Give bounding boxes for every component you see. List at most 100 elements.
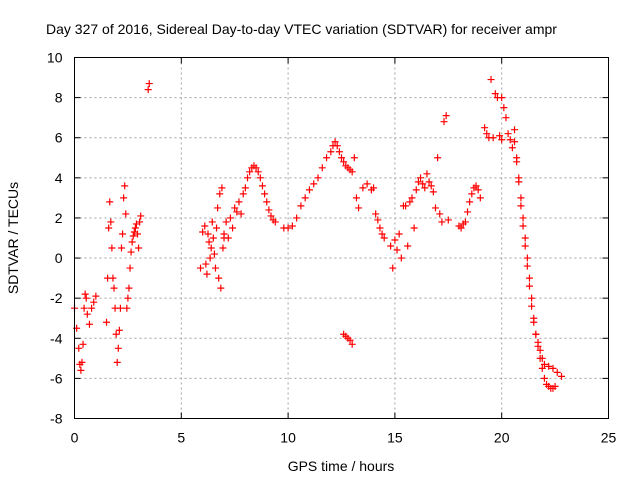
data-point [534,338,542,346]
data-point [90,298,98,306]
data-point [218,184,226,192]
data-point [206,254,214,262]
data-point [137,212,145,220]
data-point [538,364,546,372]
data-point [380,234,388,242]
data-point [224,234,232,242]
data-point [106,198,114,206]
data-point [528,294,536,302]
data-point [199,228,207,236]
data-point [83,310,91,318]
data-point [468,190,476,198]
data-point [92,292,100,300]
data-point [265,206,273,214]
data-point [517,194,525,202]
data-point [114,344,122,352]
data-point [237,210,245,218]
data-point [476,194,484,202]
data-point [81,290,89,298]
data-point [144,86,152,94]
data-point [254,168,262,176]
data-point [412,186,420,194]
data-point [314,174,322,182]
data-point [419,180,427,188]
data-point [80,304,88,312]
data-point [121,182,129,190]
y-tick-label: 10 [47,50,63,66]
data-point [204,230,212,238]
data-point [378,230,386,238]
data-point [406,198,414,206]
data-point [214,204,222,212]
data-point [363,180,371,188]
axis-ticks [74,57,609,419]
data-point [536,346,544,354]
data-point [239,190,247,198]
data-point [145,80,153,88]
data-point [523,262,531,270]
data-point [209,234,217,242]
data-point [105,224,113,232]
data-point [457,224,465,232]
data-point [203,270,211,278]
data-point [355,204,363,212]
data-point [134,230,142,238]
data-point [323,154,331,162]
data-point [75,344,83,352]
data-point [258,182,266,190]
data-point [207,244,215,252]
data-point [271,218,279,226]
data-point [521,234,529,242]
data-point [267,212,275,220]
data-point [113,358,121,366]
x-tick-label: 20 [494,430,510,446]
data-point [513,158,521,166]
data-point [551,382,559,390]
data-point [235,198,243,206]
data-point [474,186,482,194]
data-point [107,218,115,226]
data-point [511,126,519,134]
y-tick-label: 0 [55,250,63,266]
data-point [558,372,566,380]
data-point [217,284,225,292]
data-point [538,354,546,362]
data-point [117,244,125,252]
data-point [395,230,403,238]
data-point [408,194,416,202]
data-point [402,202,410,210]
data-point [391,236,399,244]
data-point [301,194,309,202]
data-point [213,224,221,232]
data-point [226,214,234,222]
data-point [389,264,397,272]
data-point [108,244,116,252]
x-tick-label: 5 [177,430,185,446]
data-point [464,208,472,216]
y-tick-label: 4 [55,170,63,186]
data-point [110,284,118,292]
data-point [346,336,354,344]
data-point [88,304,96,312]
y-tick-label: 2 [55,210,63,226]
data-point [335,148,343,156]
y-tick-label: 8 [55,90,63,106]
data-points [71,76,566,392]
data-point [466,198,474,206]
data-point [442,112,450,120]
data-point [333,142,341,150]
data-point [404,242,412,250]
data-point [425,178,433,186]
data-point [421,184,429,192]
y-tick-label: -4 [50,330,63,346]
data-point [370,184,378,192]
data-point [215,274,223,282]
data-point [431,204,439,212]
data-point [202,260,210,268]
y-axis-label: SDTVAR / TECUs [5,182,21,294]
data-point [136,218,144,226]
data-point [119,230,127,238]
x-tick-labels: 0 5 10 15 20 25 [71,430,617,446]
data-point [340,158,348,166]
data-point [318,164,326,172]
